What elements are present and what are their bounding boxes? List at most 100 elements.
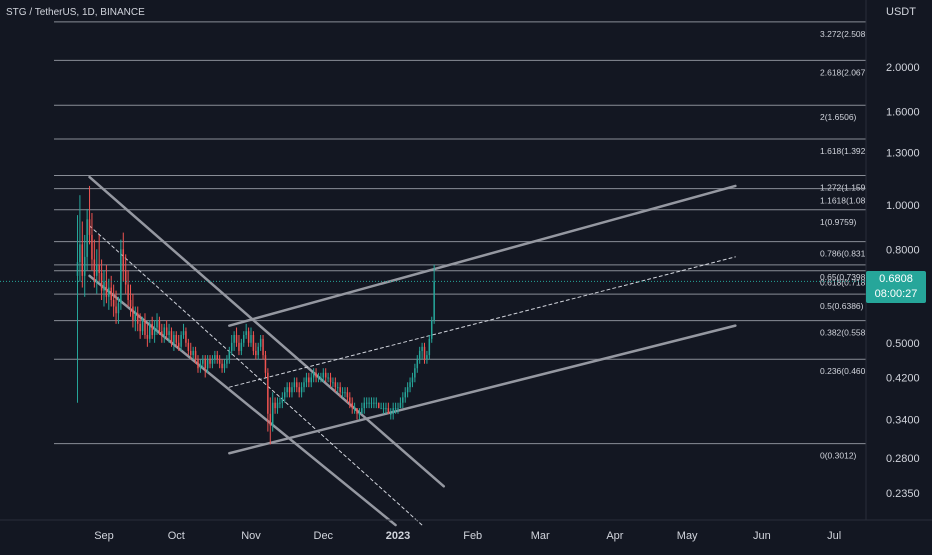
candle-2022-11-12 (276, 397, 279, 414)
candle-body (385, 408, 387, 410)
candle-2022-12-28 (387, 402, 390, 414)
candle-body (262, 338, 264, 356)
candle-2022-11-17 (288, 382, 291, 398)
candle-body (228, 350, 231, 360)
x-tick-May: May (677, 530, 698, 542)
candle-body (91, 234, 93, 260)
candle-body (303, 382, 305, 388)
candle-body (214, 355, 216, 360)
fib-label-0.5: 0.5(0.6386) (820, 301, 864, 311)
candle-body (103, 281, 105, 291)
candle-body (428, 338, 431, 356)
candle-body (197, 359, 199, 369)
candle-2022-10-10 (197, 355, 199, 373)
candle-body (129, 299, 132, 307)
candle-2022-12-09 (341, 387, 344, 398)
candle-body (149, 323, 151, 339)
candle-body (245, 331, 247, 335)
candle-2022-11-06 (262, 334, 264, 360)
candle-body (264, 355, 267, 373)
candle-2022-12-21 (370, 397, 373, 409)
candle-2022-11-24 (305, 372, 308, 388)
candle-2022-09-09 (122, 232, 125, 282)
x-tick-Nov: Nov (241, 530, 261, 542)
bar-countdown: 08:00:27 (874, 288, 918, 300)
candle-2022-12-03 (327, 372, 329, 383)
candle-2022-10-04 (182, 323, 185, 339)
candle-2022-09-21 (151, 316, 153, 339)
candle-body (320, 377, 322, 379)
x-tick-Dec: Dec (314, 530, 334, 542)
candle-2023-01-10 (418, 346, 421, 364)
candle-2023-01-11 (421, 342, 423, 360)
candle-2022-12-15 (356, 408, 358, 420)
x-tick-Sep: Sep (94, 530, 114, 542)
candle-2022-11-30 (320, 372, 322, 383)
candle-body (421, 346, 423, 351)
candle-2022-09-29 (170, 327, 173, 347)
candle-2022-12-07 (337, 382, 339, 393)
candle-body (112, 299, 115, 307)
candle-body (81, 244, 84, 276)
candle-2023-01-15 (430, 316, 433, 343)
candle-body (397, 408, 399, 410)
candle-2022-08-26 (88, 185, 91, 245)
candle-2022-10-11 (199, 359, 202, 373)
candle-body (334, 382, 337, 388)
candle-2022-11-15 (283, 387, 286, 403)
candle-2022-10-12 (202, 355, 204, 369)
y-tick-0.4200: 0.4200 (886, 372, 920, 384)
candle-2022-12-01 (322, 368, 325, 383)
candle-2022-09-23 (156, 313, 158, 335)
candle-2022-09-03 (108, 278, 110, 310)
candle-2022-11-23 (303, 377, 305, 393)
candle-2022-09-14 (134, 306, 137, 332)
x-tick-Apr: Apr (606, 530, 623, 542)
candle-body (158, 320, 161, 332)
candle-body (346, 392, 349, 398)
candle-2022-09-06 (115, 290, 117, 324)
candle-body (199, 363, 202, 369)
candle-body (110, 287, 112, 300)
candle-body (206, 359, 209, 369)
candle-2022-09-22 (153, 320, 156, 343)
candle-body (168, 331, 170, 335)
candle-body (255, 350, 257, 356)
time-axis[interactable]: Sep Oct Nov Dec 2023 Feb Mar Apr May Jun Jul (0, 519, 932, 542)
candle-body (392, 408, 394, 414)
symbol-title[interactable]: STG / TetherUS, 1D, BINANCE (6, 7, 145, 18)
candle-2022-10-23 (228, 346, 231, 364)
fib-label-1.618: 1.618(1.3929) (820, 146, 873, 156)
candle-2022-12-12 (349, 392, 351, 409)
candle-2023-01-16 (433, 264, 435, 324)
candle-2022-10-21 (223, 359, 226, 373)
candle-2022-09-30 (173, 331, 175, 351)
candle-body (426, 355, 428, 360)
candle-2022-09-08 (120, 239, 122, 310)
candle-body (416, 359, 419, 369)
candle-2022-12-02 (324, 368, 327, 383)
fib-label-0.382: 0.382(0.5589) (820, 328, 873, 338)
candle-2022-09-01 (103, 270, 105, 307)
candle-2022-11-25 (308, 372, 310, 388)
candle-2022-09-16 (139, 313, 141, 339)
candle-body (327, 377, 329, 379)
candle-2023-01-03 (402, 392, 404, 409)
candle-body (402, 397, 404, 403)
candle-body (144, 320, 146, 335)
candle-body (146, 334, 149, 339)
candle-2022-08-27 (91, 213, 93, 271)
candle-body (202, 359, 204, 364)
candle-2022-10-28 (240, 338, 243, 356)
candle-2022-09-24 (158, 316, 161, 335)
fib-label-0: 0(0.3012) (820, 451, 857, 461)
candle-body (337, 387, 339, 389)
candle-body (211, 359, 214, 364)
candle-body (358, 413, 361, 415)
candle-body (283, 392, 286, 398)
candle-2022-11-01 (250, 327, 252, 347)
candle-2022-10-14 (206, 355, 209, 373)
candle-2022-09-20 (149, 320, 151, 343)
